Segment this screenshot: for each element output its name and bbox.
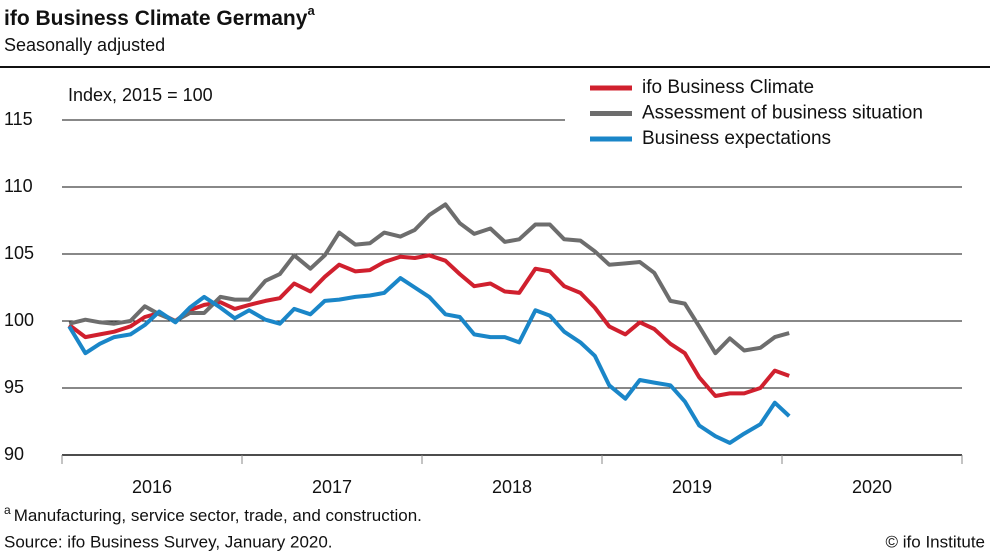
- subtitle: Seasonally adjusted: [4, 35, 165, 55]
- x-tick-label: 2020: [852, 477, 892, 497]
- x-tick-label: 2018: [492, 477, 532, 497]
- legend-label: Business expectations: [642, 128, 831, 149]
- y-tick-label: 90: [4, 444, 24, 464]
- y-tick-label: 100: [4, 310, 34, 330]
- series-line: [67, 276, 791, 445]
- x-tick-label: 2016: [132, 477, 172, 497]
- y-tick-label: 95: [4, 377, 24, 397]
- series-line: [68, 202, 790, 356]
- footnote-marker: a: [4, 503, 11, 517]
- credit: © ifo Institute: [886, 532, 985, 551]
- title-text: ifo Business Climate Germany: [4, 7, 308, 30]
- footnote: a Manufacturing, service sector, trade, a…: [4, 503, 422, 525]
- x-tick-label: 2019: [672, 477, 712, 497]
- legend-label: ifo Business Climate: [642, 77, 814, 98]
- source: Source: ifo Business Survey, January 202…: [4, 532, 333, 551]
- y-tick-label: 105: [4, 243, 34, 263]
- annotation: Index, 2015 = 100: [68, 85, 213, 105]
- y-tick-label: 115: [4, 109, 33, 129]
- title-marker: a: [307, 3, 315, 18]
- footnote-text: Manufacturing, service sector, trade, an…: [14, 506, 422, 525]
- x-tick-label: 2017: [312, 477, 352, 497]
- chart-title: ifo Business Climate Germanya: [4, 3, 315, 29]
- legend-label: Assessment of business situation: [642, 103, 923, 124]
- series-line: [68, 253, 790, 398]
- y-tick-label: 110: [4, 176, 33, 196]
